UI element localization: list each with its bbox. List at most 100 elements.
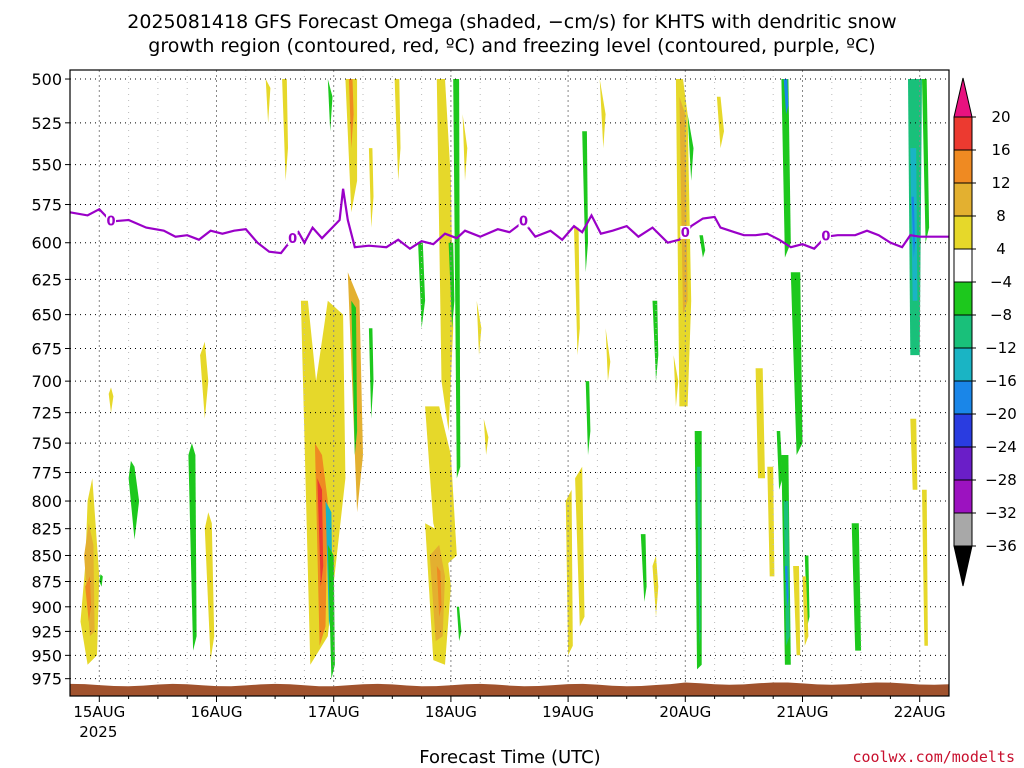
y-tick-label-525: 525 bbox=[31, 114, 62, 133]
omega-region-32 bbox=[456, 606, 462, 642]
x-tick-label-20AUG: 20AUG bbox=[659, 703, 711, 721]
omega-region-6 bbox=[188, 443, 197, 651]
omega-region-58 bbox=[783, 79, 789, 115]
omega-region-21 bbox=[368, 148, 374, 228]
y-tick-label-950: 950 bbox=[31, 646, 62, 665]
freezing-level-label-3: 0 bbox=[681, 226, 690, 241]
colorbar-label-3: 8 bbox=[996, 207, 1006, 225]
colorbar-label-13: −36 bbox=[985, 537, 1017, 555]
freezing-label-bg bbox=[287, 231, 298, 245]
y-tick-label-975: 975 bbox=[31, 670, 62, 689]
x-tick-label-16AUG: 16AUG bbox=[191, 703, 243, 721]
omega-region-69 bbox=[911, 196, 915, 258]
omega-region-15 bbox=[327, 544, 335, 679]
omega-region-3 bbox=[108, 387, 114, 413]
freezing-level-line bbox=[69, 188, 949, 255]
colorbar-bottom-arrow bbox=[953, 545, 973, 587]
omega-region-4 bbox=[99, 574, 103, 587]
omega-region-59 bbox=[790, 272, 803, 455]
omega-region-63 bbox=[793, 566, 801, 656]
y-tick-label-875: 875 bbox=[31, 573, 62, 592]
omega-region-65 bbox=[802, 576, 809, 646]
plot-area: 0 0 0 0 0 bbox=[69, 69, 950, 697]
omega-region-43 bbox=[652, 555, 659, 617]
omega-region-17 bbox=[348, 79, 354, 149]
colorbar-top-arrow bbox=[953, 77, 973, 118]
freezing-level-contour: 0 0 0 0 0 bbox=[69, 188, 949, 255]
omega-region-70 bbox=[922, 79, 930, 243]
omega-region-42 bbox=[605, 328, 611, 382]
y-tick-label-825: 825 bbox=[31, 520, 62, 539]
omega-shading bbox=[80, 79, 930, 679]
omega-region-27 bbox=[429, 544, 445, 642]
colorbar-label-7: −12 bbox=[985, 339, 1017, 357]
y-tick-label-775: 775 bbox=[31, 464, 62, 483]
colorbar-label-0: 20 bbox=[991, 108, 1010, 126]
y-tick-label-500: 500 bbox=[31, 70, 62, 89]
omega-region-71 bbox=[910, 418, 918, 490]
chart-title-line2: growth region (contoured, red, ºC) and f… bbox=[148, 35, 875, 57]
omega-region-53 bbox=[687, 114, 694, 181]
colorbar-label-9: −20 bbox=[985, 405, 1017, 423]
omega-region-40 bbox=[585, 381, 591, 455]
colorbar-box-11 bbox=[953, 479, 973, 514]
omega-region-37 bbox=[574, 227, 580, 356]
x-tick-label-19AUG: 19AUG bbox=[542, 703, 594, 721]
omega-region-38 bbox=[582, 131, 588, 273]
omega-region-66 bbox=[851, 523, 862, 651]
omega-region-29 bbox=[436, 79, 454, 431]
omega-region-9 bbox=[282, 79, 288, 181]
colorbar-box-12 bbox=[953, 512, 973, 547]
freezing-level-label-4: 0 bbox=[821, 230, 830, 245]
omega-region-20 bbox=[327, 79, 333, 132]
x-tick-label-18AUG: 18AUG bbox=[425, 703, 477, 721]
omega-region-24 bbox=[418, 242, 426, 329]
omega-region-5 bbox=[128, 460, 140, 540]
freezing-label-bg bbox=[820, 229, 831, 243]
omega-region-57 bbox=[781, 79, 791, 258]
omega-region-62 bbox=[784, 566, 789, 607]
freezing-level-label-0: 0 bbox=[106, 215, 115, 230]
omega-region-44 bbox=[640, 534, 647, 602]
omega-region-30 bbox=[453, 79, 461, 479]
colorbar-box-10 bbox=[953, 446, 973, 481]
omega-region-7 bbox=[200, 341, 209, 419]
colorbar-box-8 bbox=[953, 380, 973, 415]
colorbar-label-8: −16 bbox=[985, 372, 1017, 390]
colorbar-box-4 bbox=[953, 248, 973, 283]
colorbar-label-5: −4 bbox=[990, 273, 1012, 291]
colorbar-label-1: 16 bbox=[991, 141, 1010, 159]
y-tick-label-650: 650 bbox=[31, 306, 62, 325]
colorbar-box-9 bbox=[953, 413, 973, 448]
colorbar-label-4: 4 bbox=[996, 240, 1006, 258]
ground-surface bbox=[70, 682, 949, 696]
credit-text[interactable]: coolwx.com/modelts bbox=[852, 748, 1015, 766]
x-tick-label-21AUG: 21AUG bbox=[777, 703, 829, 721]
omega-region-10 bbox=[265, 79, 271, 123]
omega-region-19 bbox=[351, 300, 358, 455]
colorbar-label-12: −32 bbox=[985, 504, 1017, 522]
omega-region-23 bbox=[394, 79, 401, 181]
colorbar-box-2 bbox=[953, 182, 973, 217]
y-tick-label-725: 725 bbox=[31, 404, 62, 423]
colorbar-label-11: −28 bbox=[985, 471, 1017, 489]
y-tick-label-925: 925 bbox=[31, 622, 62, 641]
colorbar-label-10: −24 bbox=[985, 438, 1017, 456]
y-tick-label-550: 550 bbox=[31, 156, 62, 175]
colorbar-box-5 bbox=[953, 281, 973, 316]
omega-region-28 bbox=[436, 566, 442, 617]
x-tick-label-17AUG: 17AUG bbox=[308, 703, 360, 721]
freezing-label-bg bbox=[518, 214, 529, 228]
omega-region-2 bbox=[85, 576, 92, 622]
x-axis-ticks: 15AUG 2025 16AUG 17AUG 18AUG 19AUG 20AUG 21AUG 2… bbox=[73, 696, 946, 741]
colorbar-box-0 bbox=[953, 116, 973, 151]
colorbar-box-1 bbox=[953, 149, 973, 184]
omega-region-72 bbox=[922, 489, 928, 646]
freezing-label-bg bbox=[680, 225, 691, 239]
omega-region-64 bbox=[804, 555, 810, 627]
chart-title-line1: 2025081418 GFS Forecast Omega (shaded, −… bbox=[127, 11, 896, 33]
omega-region-55 bbox=[776, 431, 783, 490]
colorbar-box-3 bbox=[953, 215, 973, 250]
freezing-label-bg bbox=[106, 214, 117, 228]
